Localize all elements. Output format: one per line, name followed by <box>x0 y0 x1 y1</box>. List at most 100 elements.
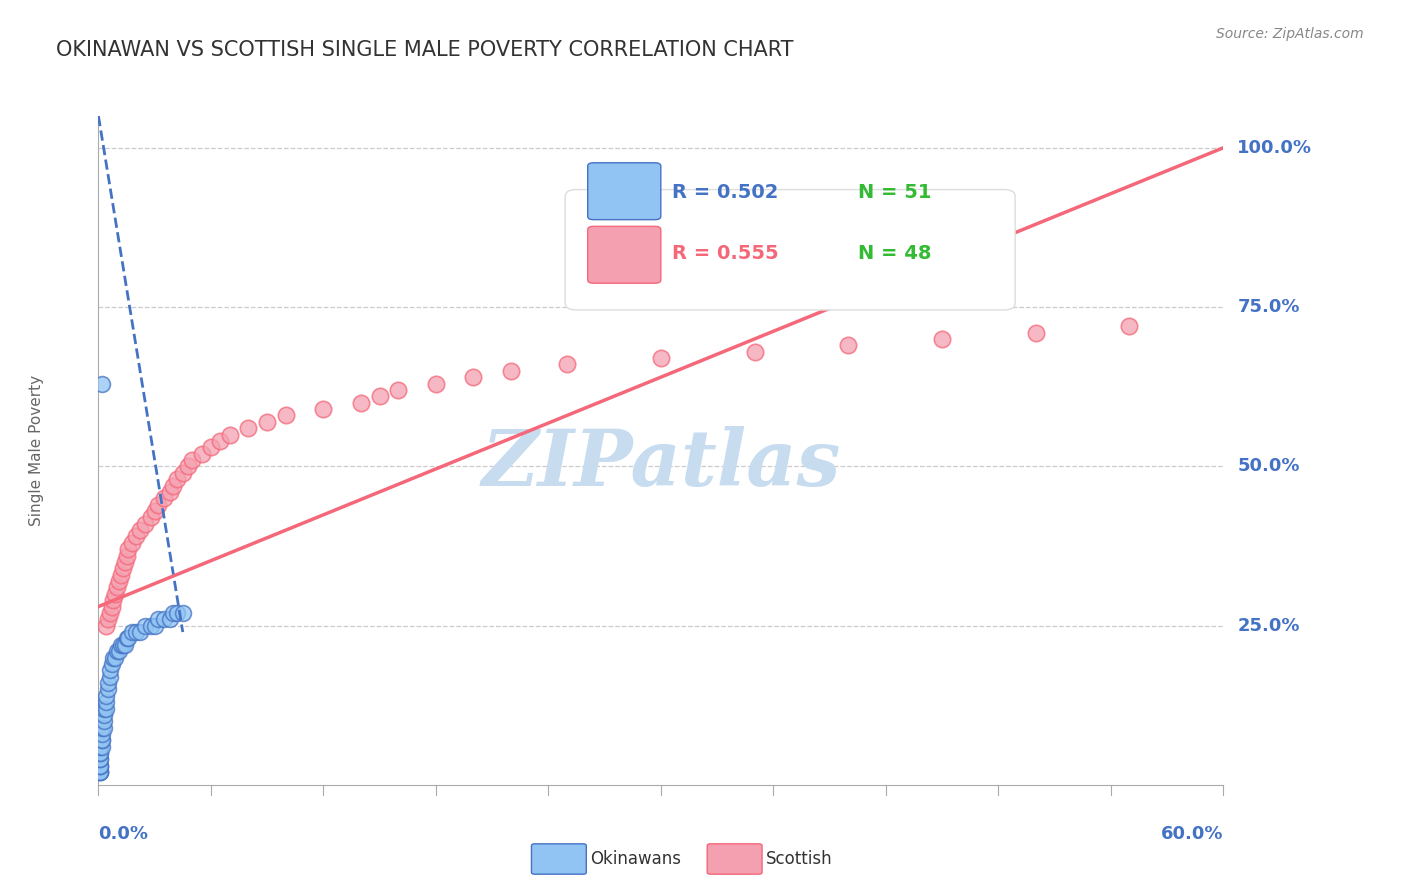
Point <box>89 759 111 773</box>
FancyBboxPatch shape <box>588 163 661 219</box>
Point <box>200 440 222 454</box>
Point <box>114 638 136 652</box>
Point <box>159 484 181 499</box>
Point <box>98 670 121 684</box>
Point <box>97 676 120 690</box>
Point <box>425 376 447 391</box>
Text: 100.0%: 100.0% <box>1237 139 1312 157</box>
Point <box>100 599 122 614</box>
Point <box>1025 326 1047 340</box>
Point <box>256 415 278 429</box>
Point <box>350 395 373 409</box>
Point <box>499 364 522 378</box>
Point <box>89 739 111 754</box>
Point <box>463 370 485 384</box>
Point <box>274 409 297 423</box>
Point <box>89 759 111 773</box>
Point <box>91 376 114 391</box>
Point <box>115 632 138 646</box>
Point <box>89 765 111 780</box>
Point <box>89 765 111 780</box>
Point <box>91 733 114 747</box>
Point <box>110 567 132 582</box>
Point <box>94 695 117 709</box>
Point <box>93 701 115 715</box>
Point <box>111 638 134 652</box>
Text: 0.0%: 0.0% <box>98 825 149 843</box>
Point <box>94 701 117 715</box>
Text: Scottish: Scottish <box>766 850 832 868</box>
Point <box>108 644 131 658</box>
Point <box>115 549 138 563</box>
Point <box>177 459 200 474</box>
Point <box>387 383 409 397</box>
Point <box>134 618 156 632</box>
Point <box>744 344 766 359</box>
Point <box>93 714 115 729</box>
Point <box>97 682 120 697</box>
Point <box>103 650 125 665</box>
Point <box>172 606 194 620</box>
Text: Okinawans: Okinawans <box>591 850 682 868</box>
Point <box>159 612 181 626</box>
Point <box>162 478 184 492</box>
Point <box>104 587 127 601</box>
Point <box>650 351 672 365</box>
Point <box>108 574 131 588</box>
Text: 60.0%: 60.0% <box>1161 825 1223 843</box>
Point <box>104 650 127 665</box>
Point <box>94 618 117 632</box>
Text: N = 48: N = 48 <box>858 244 931 262</box>
Point <box>110 638 132 652</box>
Point <box>89 746 111 760</box>
Point <box>89 746 111 760</box>
Point <box>89 752 111 766</box>
Text: Source: ZipAtlas.com: Source: ZipAtlas.com <box>1216 27 1364 41</box>
Point <box>98 606 121 620</box>
Point <box>89 759 111 773</box>
Point <box>181 453 204 467</box>
Text: 25.0%: 25.0% <box>1237 616 1299 635</box>
Text: Single Male Poverty: Single Male Poverty <box>30 375 44 526</box>
Point <box>93 707 115 722</box>
Point <box>166 606 188 620</box>
Point <box>91 739 114 754</box>
Point <box>121 536 143 550</box>
Point <box>153 491 176 506</box>
Point <box>312 402 335 417</box>
Point <box>143 504 166 518</box>
Text: 50.0%: 50.0% <box>1237 458 1299 475</box>
Point <box>238 421 260 435</box>
FancyBboxPatch shape <box>565 190 1015 310</box>
Point <box>103 593 125 607</box>
Text: 75.0%: 75.0% <box>1237 298 1299 316</box>
Text: OKINAWAN VS SCOTTISH SINGLE MALE POVERTY CORRELATION CHART: OKINAWAN VS SCOTTISH SINGLE MALE POVERTY… <box>56 40 794 60</box>
Point <box>143 618 166 632</box>
Point <box>128 625 150 640</box>
Point <box>148 612 170 626</box>
Point <box>162 606 184 620</box>
Point <box>98 663 121 677</box>
Point <box>121 625 143 640</box>
Point <box>190 447 212 461</box>
Point <box>91 733 114 747</box>
Point <box>134 516 156 531</box>
Point <box>125 529 148 543</box>
Point <box>555 358 578 372</box>
Text: ZIPatlas: ZIPatlas <box>481 425 841 502</box>
Point <box>91 721 114 735</box>
Point <box>93 721 115 735</box>
Point <box>139 510 162 524</box>
Point <box>1118 319 1140 334</box>
Point <box>931 332 953 346</box>
Point <box>94 689 117 703</box>
Point <box>117 632 139 646</box>
FancyBboxPatch shape <box>588 227 661 284</box>
Point <box>368 389 391 403</box>
Point <box>89 765 111 780</box>
Point <box>97 612 120 626</box>
Point <box>837 338 859 352</box>
Point <box>166 472 188 486</box>
Text: R = 0.502: R = 0.502 <box>672 184 779 202</box>
Point <box>125 625 148 640</box>
